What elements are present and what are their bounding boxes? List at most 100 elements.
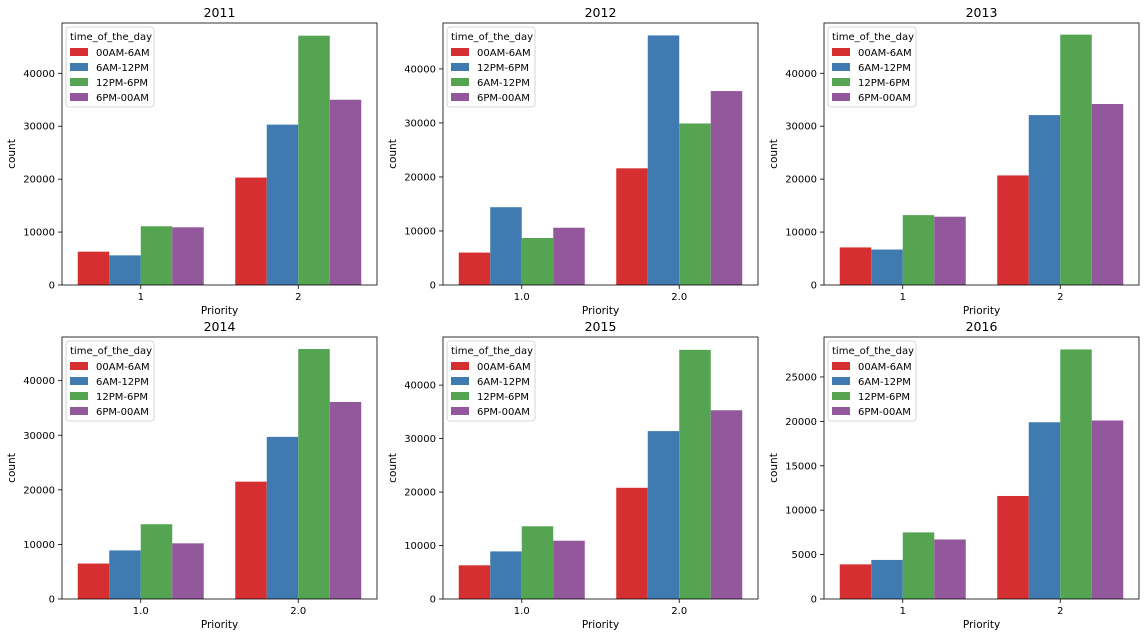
y-tick-label: 30000 <box>23 431 55 442</box>
legend-swatch <box>832 377 850 385</box>
bar-12PM-6PM-2.0 <box>647 35 680 285</box>
legend-title: time_of_the_day <box>70 32 152 43</box>
bar-00AM-6AM-1.0 <box>458 252 491 285</box>
legend-swatch <box>70 78 88 86</box>
y-tick-label: 0 <box>430 595 436 606</box>
x-tick-label: 1 <box>900 292 906 303</box>
bar-6PM-00AM-2 <box>1091 420 1124 599</box>
bar-00AM-6AM-1 <box>839 564 872 599</box>
chart-panel-2014: 2014 0 10000 20000 30000 40000 1.0 2.0 Priority c… <box>6 319 378 631</box>
bar-6AM-12PM-2 <box>266 124 299 286</box>
chart-title: 2011 <box>204 5 236 20</box>
legend-swatch <box>70 407 88 415</box>
bar-6AM-12PM-2.0 <box>647 431 680 599</box>
legend-swatch <box>451 407 469 415</box>
bar-6AM-12PM-2.0 <box>679 123 711 285</box>
y-tick-label: 10000 <box>404 541 436 552</box>
bar-00AM-6AM-2.0 <box>616 168 648 285</box>
legend-swatch <box>451 392 469 400</box>
x-axis-label: Priority <box>963 619 1000 631</box>
bar-12PM-6PM-1 <box>902 215 935 285</box>
bar-6PM-00AM-2.0 <box>710 410 743 599</box>
bar-12PM-6PM-2 <box>1060 34 1092 286</box>
bar-00AM-6AM-2 <box>997 495 1029 599</box>
y-tick-label: 5000 <box>792 550 817 561</box>
y-tick-label: 30000 <box>23 122 55 133</box>
bar-6PM-00AM-2.0 <box>710 91 743 285</box>
legend-entry: 00AM-6AM <box>477 48 531 59</box>
y-tick-label: 40000 <box>404 381 436 392</box>
y-tick-label: 0 <box>811 595 817 606</box>
y-axis-label: count <box>768 139 780 169</box>
legend-entry: 00AM-6AM <box>477 362 531 373</box>
legend-swatch <box>832 63 850 71</box>
y-tick-label: 20000 <box>785 417 817 428</box>
legend-box <box>65 340 155 422</box>
chart-panel-2016: 2016 0 5000 10000 15000 20000 25000 1 2 Priority c… <box>768 319 1140 631</box>
bar-6PM-00AM-1.0 <box>172 543 204 599</box>
legend-entry: 00AM-6AM <box>858 48 912 59</box>
y-axis-label: count <box>387 453 399 483</box>
chart-title: 2012 <box>585 5 617 20</box>
legend-swatch <box>451 362 469 370</box>
legend-title: time_of_the_day <box>832 346 914 357</box>
legend-swatch <box>70 48 88 56</box>
x-tick-label: 2 <box>1057 292 1063 303</box>
legend-swatch <box>832 407 850 415</box>
legend-swatch <box>70 362 88 370</box>
y-tick-label: 40000 <box>23 376 55 387</box>
legend-title: time_of_the_day <box>451 32 533 43</box>
y-tick-label: 40000 <box>23 69 55 80</box>
x-tick-label: 2.0 <box>671 606 687 617</box>
y-tick-label: 25000 <box>785 372 817 383</box>
x-axis-label: Priority <box>582 619 619 631</box>
legend-title: time_of_the_day <box>70 346 152 357</box>
legend-title: time_of_the_day <box>451 346 533 357</box>
legend-entry: 6PM-00AM <box>477 407 530 418</box>
y-tick-label: 0 <box>49 281 55 292</box>
legend-entry: 12PM-6PM <box>477 392 529 403</box>
legend-entry: 12PM-6PM <box>858 392 910 403</box>
chart-panel-2012: 2012 0 10000 20000 30000 40000 1.0 2.0 Priority c… <box>387 5 759 317</box>
legend-swatch <box>70 392 88 400</box>
bar-12PM-6PM-2.0 <box>679 349 711 599</box>
bar-6PM-00AM-1.0 <box>553 227 585 285</box>
bar-6PM-00AM-1 <box>172 227 204 285</box>
bar-6AM-12PM-1 <box>871 559 903 599</box>
legend-swatch <box>832 93 850 101</box>
y-tick-label: 20000 <box>23 175 55 186</box>
chart-panel-2011: 2011 0 10000 20000 30000 40000 1 2 Priority count… <box>6 5 378 317</box>
plot-frame <box>442 22 759 286</box>
legend: time_of_the_day 00AM-6AM 6AM-12PM 12PM-6PM 6… <box>827 26 917 108</box>
bar-6AM-12PM-1.0 <box>109 550 141 599</box>
y-tick-label: 30000 <box>404 118 436 129</box>
legend: time_of_the_day 00AM-6AM 6AM-12PM 12PM-6PM 6… <box>65 340 155 422</box>
legend: time_of_the_day 00AM-6AM 12PM-6PM 6AM-12PM 6… <box>446 26 536 108</box>
legend: time_of_the_day 00AM-6AM 6AM-12PM 12PM-6PM 6… <box>446 340 536 422</box>
bar-6AM-12PM-1.0 <box>521 238 554 285</box>
bar-00AM-6AM-2 <box>235 177 267 285</box>
x-tick-label: 1 <box>138 292 144 303</box>
legend-entry: 6PM-00AM <box>96 407 149 418</box>
y-tick-label: 10000 <box>404 226 436 237</box>
plot-frame <box>823 336 1140 600</box>
legend-swatch <box>451 48 469 56</box>
y-tick-label: 40000 <box>785 69 817 80</box>
x-axis-label: Priority <box>201 305 238 317</box>
chart-panel-2015: 2015 0 10000 20000 30000 40000 1.0 2.0 Priority c… <box>387 319 759 631</box>
legend-swatch <box>451 78 469 86</box>
y-tick-label: 40000 <box>404 64 436 75</box>
legend-swatch <box>451 377 469 385</box>
y-axis-label: count <box>387 139 399 169</box>
legend-swatch <box>832 48 850 56</box>
legend-swatch <box>70 63 88 71</box>
x-tick-label: 1.0 <box>514 606 530 617</box>
bar-12PM-6PM-2 <box>298 35 330 285</box>
bar-6PM-00AM-2 <box>1091 103 1124 286</box>
legend-box <box>65 26 155 108</box>
legend-entry: 6AM-12PM <box>858 377 911 388</box>
legend-entry: 00AM-6AM <box>96 48 150 59</box>
y-axis-label: count <box>6 139 18 169</box>
chart-title: 2014 <box>204 319 236 334</box>
